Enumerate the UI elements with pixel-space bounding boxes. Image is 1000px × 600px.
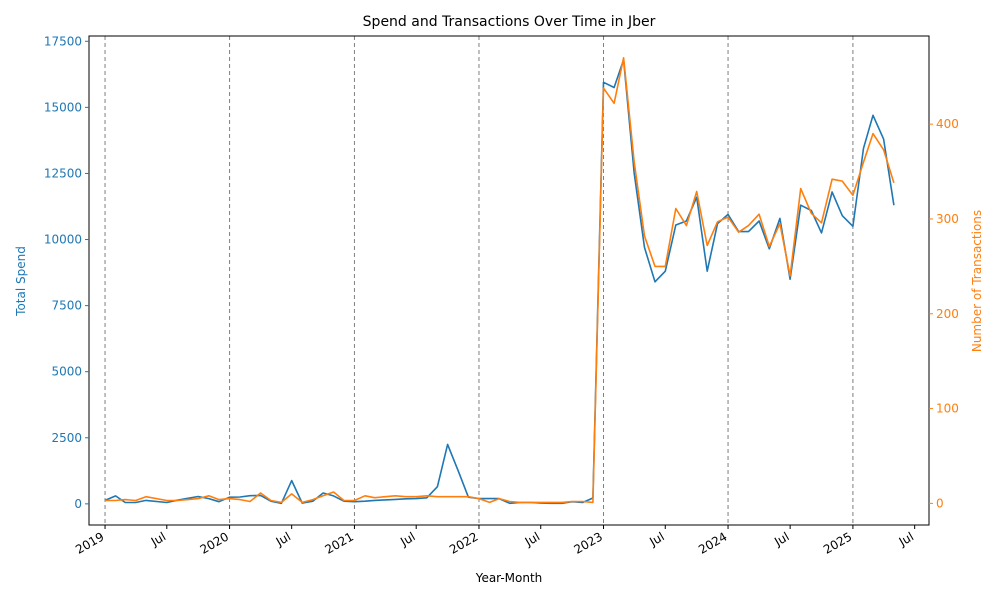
transactions-line — [105, 56, 895, 504]
y-left-tick-label: 0 — [74, 497, 82, 511]
y-right-tick-label: 300 — [936, 212, 959, 226]
y-right-tick-label: 100 — [936, 402, 959, 416]
y-left-tick-label: 12500 — [44, 166, 82, 180]
y-right-tick-label: 200 — [936, 307, 959, 321]
y-left-axis-label: Total Spend — [14, 246, 28, 317]
x-tick-label: Jul — [522, 529, 542, 549]
y-right-axis-label: Number of Transactions — [970, 210, 984, 352]
x-tick-label: Jul — [771, 529, 791, 549]
x-tick-label: Jul — [896, 529, 916, 549]
y-left-tick-label: 7500 — [51, 299, 82, 313]
x-tick-label: Jul — [148, 529, 168, 549]
plot-frame — [88, 35, 930, 526]
y-left-tick-label: 10000 — [44, 233, 82, 247]
x-tick-label: Jul — [397, 529, 417, 549]
y-left-tick-label: 5000 — [51, 365, 82, 379]
x-axis-label: Year-Month — [475, 571, 543, 585]
x-tick-label: Jul — [646, 529, 666, 549]
y-left-tick-label: 15000 — [44, 100, 82, 114]
chart-title: Spend and Transactions Over Time in Jber — [363, 14, 656, 30]
y-right-tick-label: 400 — [936, 117, 959, 131]
y-left-tick-label: 2500 — [51, 431, 82, 445]
x-tick-label: Jul — [273, 529, 293, 549]
total-spend-line — [104, 58, 895, 505]
y-left-tick-label: 17500 — [44, 34, 82, 48]
y-right-tick-label: 0 — [936, 496, 944, 510]
